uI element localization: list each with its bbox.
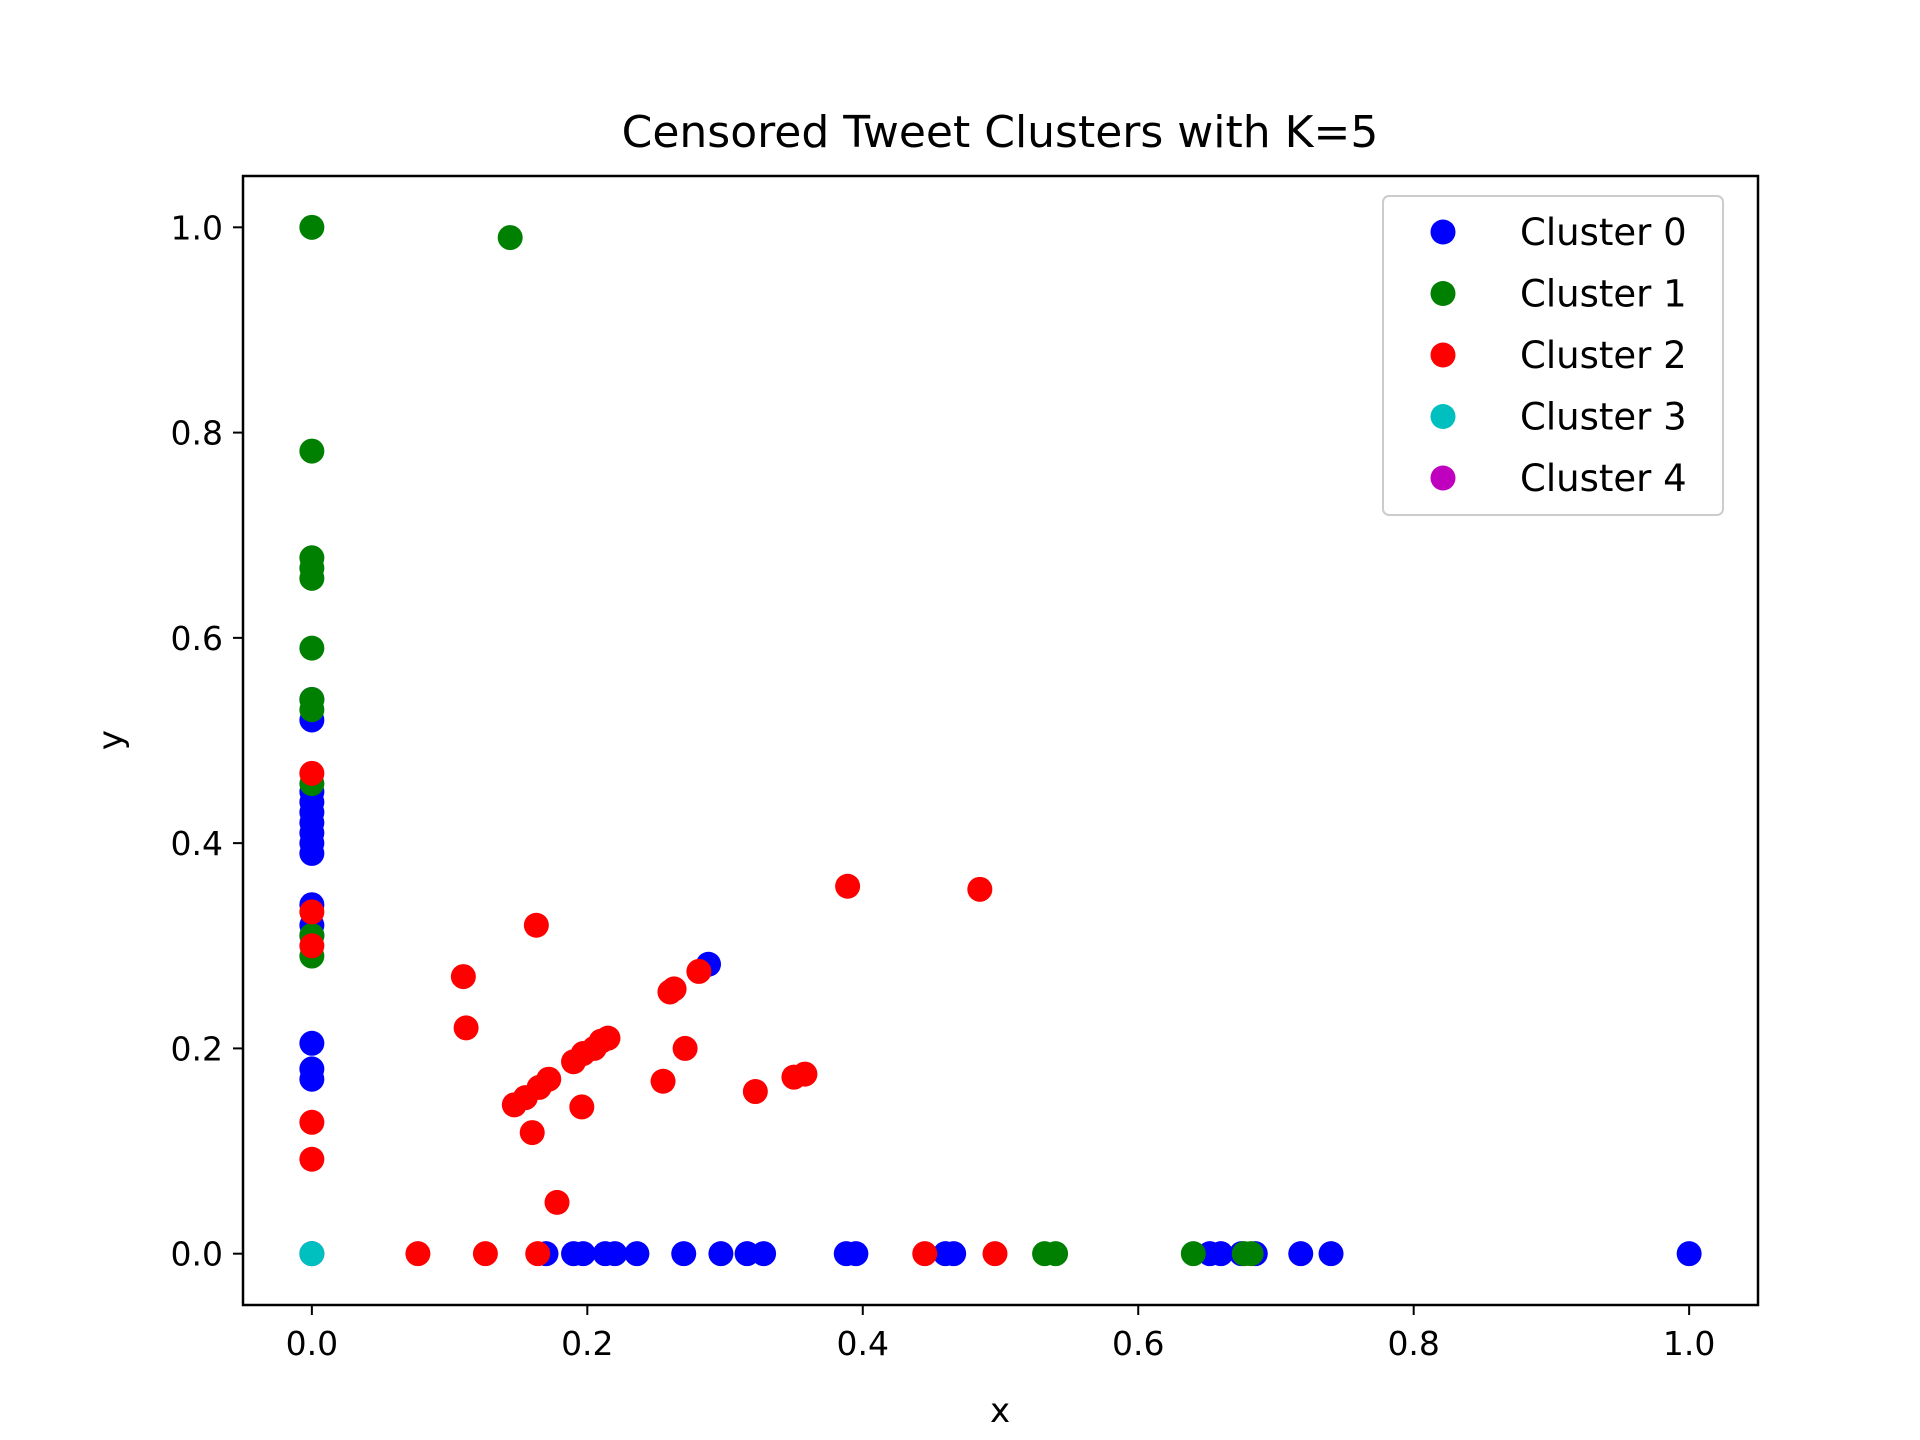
point-cluster-1-13 bbox=[1043, 1241, 1069, 1267]
y-axis-label: y bbox=[91, 730, 131, 750]
legend-marker-4 bbox=[1430, 465, 1456, 491]
y-tick-label-1: 0.2 bbox=[171, 1029, 223, 1068]
point-cluster-0-30 bbox=[941, 1241, 967, 1267]
x-tick-label-5: 1.0 bbox=[1663, 1324, 1715, 1363]
x-axis: 0.0 0.2 0.4 0.6 0.8 1.0 bbox=[286, 1305, 1715, 1363]
legend-marker-2 bbox=[1430, 342, 1456, 368]
point-cluster-0-36 bbox=[1318, 1241, 1344, 1267]
legend-marker-0 bbox=[1430, 219, 1456, 245]
chart-title: Censored Tweet Clusters with K=5 bbox=[622, 107, 1379, 158]
legend-label-1: Cluster 1 bbox=[1520, 273, 1687, 316]
point-cluster-2-22 bbox=[661, 976, 687, 1002]
y-tick-label-0: 0.0 bbox=[171, 1235, 223, 1274]
x-tick-label-4: 0.8 bbox=[1387, 1324, 1439, 1363]
point-cluster-2-1 bbox=[299, 899, 325, 925]
point-cluster-2-19 bbox=[569, 1094, 595, 1120]
point-cluster-1-0 bbox=[299, 214, 325, 240]
point-cluster-2-29 bbox=[967, 876, 993, 902]
point-cluster-3-0 bbox=[299, 1241, 325, 1267]
point-cluster-2-13 bbox=[544, 1189, 570, 1215]
point-cluster-0-32 bbox=[1208, 1241, 1234, 1267]
point-cluster-0-24 bbox=[708, 1241, 734, 1267]
legend-label-3: Cluster 3 bbox=[1520, 396, 1687, 439]
point-cluster-0-35 bbox=[1288, 1241, 1314, 1267]
point-cluster-0-19 bbox=[570, 1241, 596, 1267]
point-cluster-0-8 bbox=[299, 840, 325, 866]
point-cluster-0-37 bbox=[1676, 1241, 1702, 1267]
point-cluster-2-0 bbox=[299, 760, 325, 786]
point-cluster-2-6 bbox=[453, 1015, 479, 1041]
point-cluster-0-12 bbox=[299, 1030, 325, 1056]
y-tick-label-2: 0.4 bbox=[171, 824, 223, 863]
point-cluster-0-22 bbox=[624, 1241, 650, 1267]
legend-label-4: Cluster 4 bbox=[1520, 457, 1687, 500]
point-cluster-2-5 bbox=[450, 964, 476, 990]
x-axis-label: x bbox=[990, 1391, 1010, 1431]
x-tick-label-1: 0.2 bbox=[561, 1324, 613, 1363]
point-cluster-2-33 bbox=[912, 1241, 938, 1267]
legend-label-2: Cluster 2 bbox=[1520, 334, 1687, 377]
x-tick-label-0: 0.0 bbox=[286, 1324, 338, 1363]
point-cluster-2-4 bbox=[299, 1146, 325, 1172]
point-cluster-2-23 bbox=[672, 1035, 698, 1061]
legend: Cluster 0 Cluster 1 Cluster 2 Cluster 3 Clus… bbox=[1382, 195, 1724, 516]
point-cluster-2-31 bbox=[472, 1241, 498, 1267]
point-cluster-1-8 bbox=[299, 697, 325, 723]
plot-frame bbox=[241, 174, 1760, 1307]
legend-label-0: Cluster 0 bbox=[1520, 211, 1687, 254]
point-cluster-2-32 bbox=[525, 1241, 551, 1267]
point-cluster-1-16 bbox=[1238, 1241, 1264, 1267]
point-cluster-2-3 bbox=[299, 1109, 325, 1135]
point-cluster-2-18 bbox=[595, 1025, 621, 1051]
point-cluster-2-10 bbox=[519, 1120, 545, 1146]
point-cluster-0-28 bbox=[843, 1241, 869, 1267]
x-tick-label-2: 0.4 bbox=[837, 1324, 889, 1363]
legend-marker-1 bbox=[1430, 281, 1456, 306]
point-cluster-2-27 bbox=[792, 1061, 818, 1087]
point-cluster-2-28 bbox=[835, 873, 861, 899]
point-cluster-1-1 bbox=[497, 225, 523, 251]
legend-marker-3 bbox=[1430, 404, 1456, 429]
point-cluster-0-23 bbox=[671, 1241, 697, 1267]
point-cluster-2-12 bbox=[536, 1066, 562, 1092]
point-cluster-0-26 bbox=[751, 1241, 777, 1267]
y-tick-label-3: 0.6 bbox=[171, 619, 223, 658]
y-axis: 0.0 0.2 0.4 0.6 0.8 1.0 bbox=[171, 208, 243, 1274]
point-cluster-0-14 bbox=[299, 1066, 325, 1092]
point-cluster-0-21 bbox=[602, 1241, 628, 1267]
point-cluster-2-34 bbox=[982, 1241, 1008, 1267]
point-cluster-2-30 bbox=[405, 1241, 431, 1267]
point-cluster-1-6 bbox=[299, 635, 325, 661]
y-tick-label-5: 1.0 bbox=[171, 208, 223, 247]
point-cluster-1-5 bbox=[299, 565, 325, 591]
point-cluster-2-7 bbox=[523, 912, 549, 938]
point-cluster-1-2 bbox=[299, 438, 325, 464]
x-tick-label-3: 0.6 bbox=[1112, 1324, 1164, 1363]
y-tick-label-4: 0.8 bbox=[171, 414, 223, 453]
point-cluster-2-25 bbox=[742, 1079, 768, 1105]
point-cluster-2-2 bbox=[299, 933, 325, 959]
point-cluster-2-24 bbox=[686, 958, 712, 984]
legend-box bbox=[1382, 195, 1724, 516]
point-cluster-1-14 bbox=[1180, 1241, 1206, 1267]
point-cluster-2-20 bbox=[650, 1068, 676, 1094]
points-layer bbox=[299, 214, 1702, 1267]
